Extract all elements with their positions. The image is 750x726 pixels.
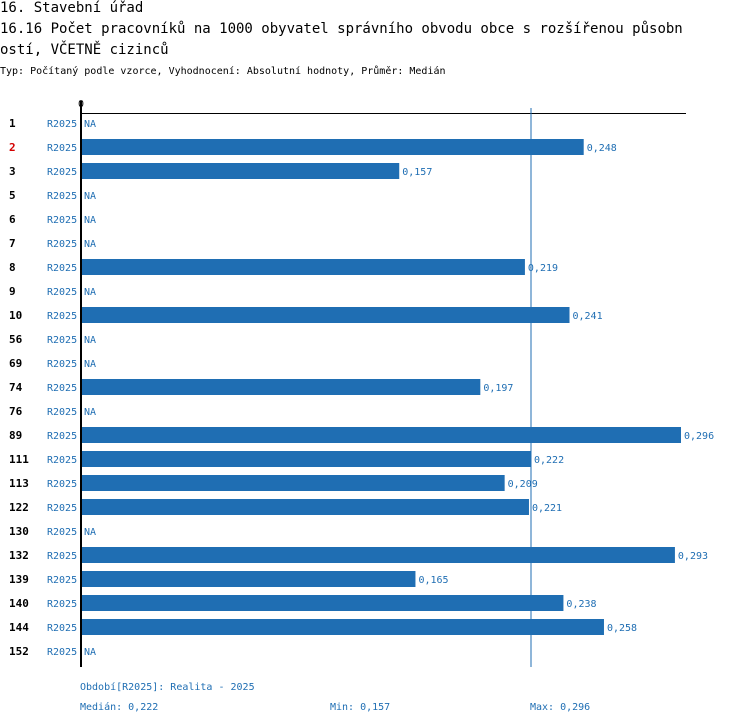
na-label: NA [84, 359, 96, 370]
category-label: 5 [9, 189, 16, 202]
value-label: 0,165 [418, 575, 448, 586]
value-label: 0,296 [684, 431, 714, 442]
footer-median: Medián: 0,222 [80, 702, 159, 713]
na-label: NA [84, 191, 96, 202]
na-label: NA [84, 239, 96, 250]
bar [81, 379, 481, 395]
na-label: NA [84, 287, 96, 298]
value-label: 0,238 [566, 599, 596, 610]
period-label: R2025 [47, 119, 77, 130]
chart-title-line1: 16.16 Počet pracovníků na 1000 obyvatel … [0, 21, 683, 37]
period-label: R2025 [47, 311, 77, 322]
period-label: R2025 [47, 599, 77, 610]
value-label: 0,221 [532, 503, 562, 514]
category-label: 2 [9, 141, 16, 154]
period-label: R2025 [47, 551, 77, 562]
value-label: 0,219 [528, 263, 558, 274]
value-label: 0,197 [483, 383, 513, 394]
na-label: NA [84, 335, 96, 346]
bar [81, 451, 531, 467]
category-label: 144 [9, 621, 29, 634]
category-label: 89 [9, 429, 22, 442]
category-label: 139 [9, 573, 29, 586]
category-label: 7 [9, 237, 16, 250]
bar [81, 139, 584, 155]
bar [81, 427, 681, 443]
value-label: 0,241 [573, 311, 603, 322]
period-label: R2025 [47, 455, 77, 466]
category-label: 10 [9, 309, 22, 322]
period-label: R2025 [47, 167, 77, 178]
footer-max: Max: 0,296 [530, 702, 591, 713]
value-label: 0,222 [534, 455, 564, 466]
bar [81, 619, 604, 635]
category-label: 152 [9, 645, 29, 658]
bar [81, 475, 505, 491]
bar [81, 595, 564, 611]
footer-period: Období[R2025]: Realita - 2025 [80, 682, 255, 693]
bar [81, 307, 570, 323]
category-label: 3 [9, 165, 16, 178]
category-label: 113 [9, 477, 29, 490]
period-label: R2025 [47, 239, 77, 250]
category-label: 8 [9, 261, 16, 274]
value-label: 0,248 [587, 143, 617, 154]
period-label: R2025 [47, 383, 77, 394]
period-label: R2025 [47, 647, 77, 658]
category-label: 111 [9, 453, 29, 466]
footer-min: Min: 0,157 [330, 702, 391, 713]
period-label: R2025 [47, 143, 77, 154]
period-label: R2025 [47, 503, 77, 514]
category-label: 74 [9, 381, 23, 394]
chart-subtitle: Typ: Počítaný podle vzorce, Vyhodnocení:… [0, 66, 446, 77]
bar [81, 547, 675, 563]
na-label: NA [84, 407, 96, 418]
category-label: 76 [9, 405, 23, 418]
period-label: R2025 [47, 215, 77, 226]
category-label: 69 [9, 357, 22, 370]
category-label: 140 [9, 597, 29, 610]
category-label: 122 [9, 501, 29, 514]
value-label: 0,209 [508, 479, 538, 490]
period-label: R2025 [47, 431, 77, 442]
period-label: R2025 [47, 479, 77, 490]
period-label: R2025 [47, 263, 77, 274]
period-label: R2025 [47, 527, 77, 538]
category-label: 132 [9, 549, 29, 562]
na-label: NA [84, 215, 96, 226]
category-label: 9 [9, 285, 16, 298]
bar [81, 259, 525, 275]
section-title: 16. Stavební úřad [0, 0, 144, 16]
category-label: 130 [9, 525, 29, 538]
value-label: 0,157 [402, 167, 432, 178]
category-label: 56 [9, 333, 23, 346]
period-label: R2025 [47, 191, 77, 202]
period-label: R2025 [47, 335, 77, 346]
period-label: R2025 [47, 623, 77, 634]
period-label: R2025 [47, 407, 77, 418]
period-label: R2025 [47, 287, 77, 298]
category-label: 1 [9, 117, 16, 130]
value-label: 0,293 [678, 551, 708, 562]
value-label: 0,258 [607, 623, 637, 634]
period-label: R2025 [47, 575, 77, 586]
na-label: NA [84, 647, 96, 658]
period-label: R2025 [47, 359, 77, 370]
bar [81, 571, 416, 587]
bar [81, 499, 529, 515]
category-label: 6 [9, 213, 16, 226]
na-label: NA [84, 119, 96, 130]
na-label: NA [84, 527, 96, 538]
bar [81, 163, 400, 179]
chart-title-line2: ostí, VČETNĚ cizinců [0, 42, 169, 58]
